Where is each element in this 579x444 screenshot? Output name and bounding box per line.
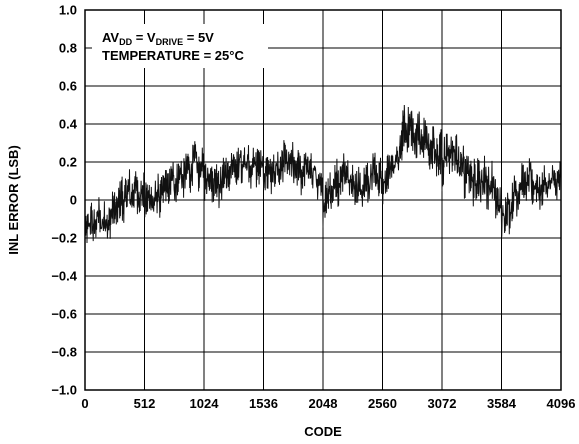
annotation-eq-5v: = 5V xyxy=(183,30,214,45)
y-tick-label: −0.4 xyxy=(51,269,77,284)
x-tick-label: 2048 xyxy=(309,396,338,411)
annotation-sub-dd: DD xyxy=(119,37,132,47)
annotation-line-1: AVDD = VDRIVE = 5V xyxy=(102,30,214,47)
y-axis-title: INL ERROR (LSB) xyxy=(6,145,21,255)
x-tick-label: 1536 xyxy=(249,396,278,411)
y-tick-label: −1.0 xyxy=(51,383,77,398)
x-tick-label: 512 xyxy=(134,396,156,411)
y-tick-label: 0.4 xyxy=(59,117,78,132)
x-tick-label: 0 xyxy=(81,396,88,411)
y-tick-label: −0.6 xyxy=(51,307,77,322)
x-axis-title: CODE xyxy=(304,424,342,439)
annotation-av: AV xyxy=(102,30,119,45)
x-tick-label: 3584 xyxy=(487,396,517,411)
annotation-sub-drive: DRIVE xyxy=(156,37,184,47)
y-tick-label: 0.6 xyxy=(59,79,77,94)
x-tick-labels: 0 512 1024 1536 2048 2560 3072 3584 4096 xyxy=(81,396,575,411)
y-tick-label: 0 xyxy=(70,193,77,208)
plot-frame xyxy=(84,9,562,391)
y-tick-label: −0.2 xyxy=(51,231,77,246)
annotation-line-2: TEMPERATURE = 25°C xyxy=(102,48,244,63)
y-tick-labels: 1.0 0.8 0.6 0.4 0.2 0 −0.2 −0.4 −0.6 −0.8 −1.0 xyxy=(51,3,77,398)
x-tick-label: 3072 xyxy=(428,396,457,411)
annotation-box xyxy=(92,24,268,68)
y-tick-label: 0.2 xyxy=(59,155,77,170)
y-tick-label: 1.0 xyxy=(59,3,77,18)
x-tick-label: 4096 xyxy=(547,396,576,411)
annotation-eq-v: = V xyxy=(132,30,156,45)
y-tick-label: −0.8 xyxy=(51,345,77,360)
inl-error-trace xyxy=(84,104,562,244)
x-tick-label: 2560 xyxy=(368,396,397,411)
inl-error-line xyxy=(84,104,562,244)
y-tick-label: 0.8 xyxy=(59,41,77,56)
x-tick-label: 1024 xyxy=(190,396,220,411)
